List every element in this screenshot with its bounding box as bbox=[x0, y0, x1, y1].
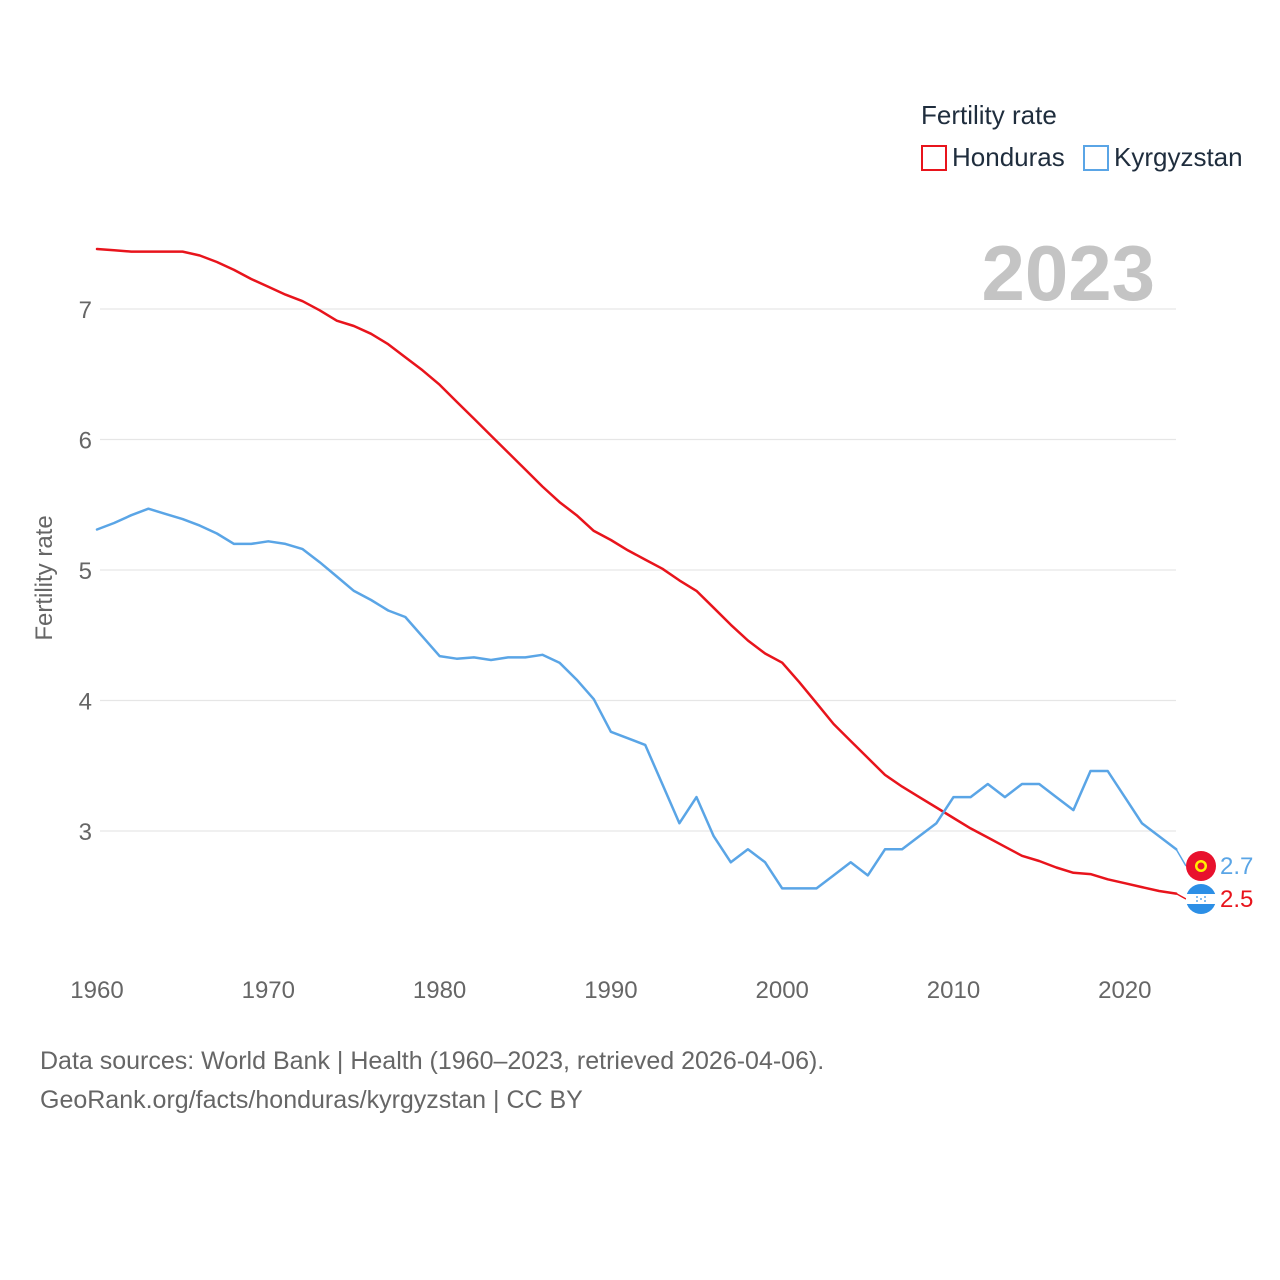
legend-swatch-kyrgyzstan bbox=[1083, 145, 1109, 171]
series-lines bbox=[95, 247, 1178, 895]
honduras-flag-icon bbox=[1186, 884, 1216, 914]
series-line-kyrgyzstan bbox=[95, 507, 1178, 890]
legend-item-honduras[interactable]: Honduras bbox=[921, 142, 1065, 172]
y-tick-label: 4 bbox=[79, 689, 92, 716]
legend-label-honduras: Honduras bbox=[952, 142, 1065, 172]
y-axis-ticks: 3 4 5 6 7 bbox=[79, 297, 92, 846]
legend-title: Fertility rate bbox=[921, 100, 1057, 130]
footer-link[interactable]: GeoRank.org/facts/honduras/kyrgyzstan | … bbox=[40, 1086, 583, 1114]
x-axis-ticks: 1960 1970 1980 1990 2000 2010 2020 bbox=[70, 977, 1151, 1004]
leader-line-kyrgyzstan bbox=[1175, 848, 1187, 867]
x-tick-label: 2010 bbox=[927, 977, 980, 1004]
year-label: 2023 bbox=[981, 229, 1155, 317]
footer: Data sources: World Bank | Health (1960–… bbox=[40, 1042, 824, 1120]
x-tick-label: 1990 bbox=[584, 977, 637, 1004]
x-tick-label: 2000 bbox=[756, 977, 809, 1004]
leader-line-honduras bbox=[1175, 892, 1187, 900]
end-markers: 2.72.5 bbox=[1175, 848, 1253, 914]
legend: Fertility rate Honduras Kyrgyzstan bbox=[921, 100, 1243, 172]
x-tick-label: 1960 bbox=[70, 977, 123, 1004]
y-tick-label: 3 bbox=[79, 819, 92, 846]
x-tick-label: 1970 bbox=[242, 977, 295, 1004]
x-tick-label: 1980 bbox=[413, 977, 466, 1004]
x-tick-label: 2020 bbox=[1098, 977, 1151, 1004]
legend-swatch-honduras bbox=[921, 145, 947, 171]
end-label-kyrgyzstan: 2.7 bbox=[1220, 853, 1253, 880]
series-line-honduras bbox=[95, 247, 1178, 895]
end-label-honduras: 2.5 bbox=[1220, 886, 1253, 913]
grid bbox=[100, 308, 1176, 832]
kyrgyzstan-flag-icon bbox=[1186, 851, 1216, 881]
footer-sources: Data sources: World Bank | Health (1960–… bbox=[40, 1047, 825, 1075]
y-tick-label: 6 bbox=[79, 428, 92, 455]
legend-item-kyrgyzstan[interactable]: Kyrgyzstan bbox=[1083, 142, 1243, 172]
y-tick-label: 5 bbox=[79, 558, 92, 585]
y-axis-label: Fertility rate bbox=[31, 515, 58, 640]
y-tick-label: 7 bbox=[79, 297, 92, 324]
legend-label-kyrgyzstan: Kyrgyzstan bbox=[1114, 142, 1243, 172]
